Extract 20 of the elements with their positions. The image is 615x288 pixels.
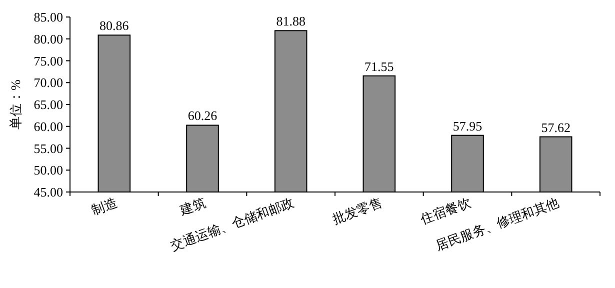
y-tick-label: 75.00	[34, 53, 63, 68]
data-label: 71.55	[364, 58, 394, 74]
data-label: 57.95	[452, 118, 482, 134]
y-axis-title: 单位：%	[8, 79, 23, 130]
x-tick-label: 制造	[90, 194, 120, 218]
y-tick-label: 70.00	[34, 75, 63, 90]
x-tick-label: 住宿餐饮	[418, 194, 473, 227]
y-tick-label: 55.00	[34, 140, 63, 156]
data-label: 57.62	[541, 120, 570, 135]
data-label: 81.88	[276, 14, 306, 29]
y-tick-label: 80.00	[34, 31, 63, 46]
y-tick-label: 60.00	[34, 118, 63, 134]
y-tick-label: 50.00	[34, 162, 63, 178]
y-tick-label: 85.00	[34, 10, 63, 24]
data-label: 60.26	[188, 108, 218, 124]
data-label: 80.86	[100, 18, 130, 34]
x-tick-label: 批发零售	[330, 194, 384, 227]
x-tick-label: 建筑	[177, 194, 208, 218]
y-tick-label: 45.00	[34, 184, 63, 200]
y-tick-label: 65.00	[34, 97, 63, 112]
